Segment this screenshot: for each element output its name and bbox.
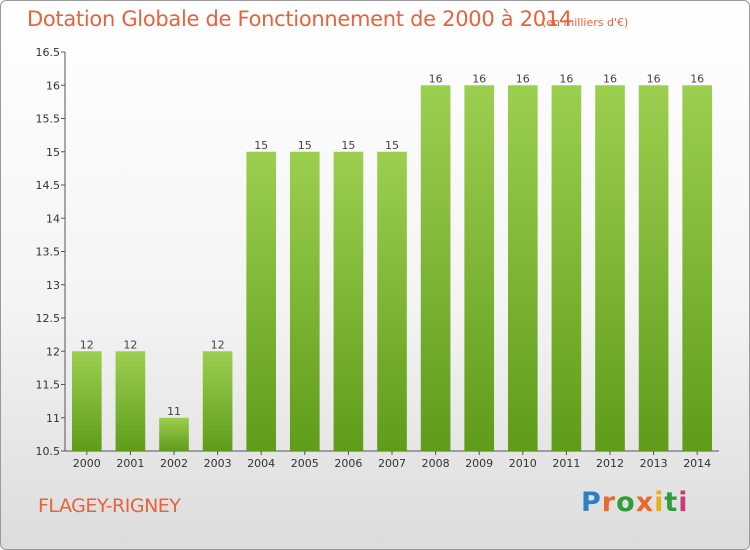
x-tick-label-2006: 2006: [334, 457, 362, 470]
data-label-2009: 16: [472, 72, 486, 85]
bar-2003: [202, 351, 233, 451]
x-tick-label-2012: 2012: [596, 457, 624, 470]
x-tick-label-2000: 2000: [73, 457, 101, 470]
chart-axes: 10.5 11 11.5 12 12.5 13 13.5 14 14.5 15 15.5 16 16.5…: [36, 46, 719, 470]
bar-2004: [246, 151, 277, 451]
bar-2008: [420, 85, 451, 451]
data-label-2006: 15: [341, 139, 355, 152]
bar-2014: [682, 85, 713, 451]
data-label-2013: 16: [647, 72, 661, 85]
data-label-2005: 15: [298, 139, 312, 152]
data-label-2004: 15: [254, 139, 268, 152]
y-tick-label: 14: [46, 212, 60, 225]
y-tick-label: 15.5: [36, 113, 61, 126]
bar-2007: [377, 151, 407, 451]
data-label-2007: 15: [385, 139, 399, 152]
logo-letter: i: [678, 487, 689, 518]
logo-letter: r: [601, 487, 617, 518]
data-label-2001: 12: [123, 338, 137, 351]
x-tick-label-2010: 2010: [509, 457, 537, 470]
logo-letter: i: [654, 487, 665, 518]
data-label-2008: 16: [429, 72, 443, 85]
y-tick-label: 10.5: [36, 445, 61, 458]
bar-series: [71, 85, 713, 451]
bar-2000: [71, 351, 102, 451]
proxiti-logo: Proxiti: [581, 487, 689, 518]
x-tick-label-2002: 2002: [160, 457, 188, 470]
y-tick-label: 11: [46, 412, 60, 425]
logo-letter: o: [616, 487, 636, 518]
x-tick-label-2008: 2008: [422, 457, 450, 470]
bar-2001: [115, 351, 146, 451]
y-tick-label: 12: [46, 345, 60, 358]
data-label-2012: 16: [603, 72, 617, 85]
y-tick-label: 16.5: [36, 46, 61, 59]
bar-2011: [551, 85, 582, 451]
bar-2006: [333, 151, 364, 451]
x-tick-label-2009: 2009: [465, 457, 493, 470]
data-labels: 12 12 11 12 15 15 15 15 16 16 16 16 16 16 16: [80, 72, 704, 418]
bar-2012: [595, 85, 625, 451]
logo-letter: x: [635, 487, 655, 518]
x-tick-label-2004: 2004: [247, 457, 275, 470]
commune-name: FLAGEY-RIGNEY: [38, 495, 181, 517]
x-tick-label-2001: 2001: [116, 457, 144, 470]
y-tick-label: 16: [46, 79, 60, 92]
x-tick-label-2003: 2003: [204, 457, 232, 470]
logo-letter: t: [664, 487, 679, 518]
y-tick-label: 14.5: [36, 179, 61, 192]
chart-title: Dotation Globale de Fonctionnement de 20…: [27, 7, 572, 31]
bar-2002: [159, 417, 189, 451]
logo-letter: P: [581, 487, 602, 518]
chart-subtitle: (en milliers d'€): [542, 16, 629, 29]
y-tick-label: 13: [46, 279, 60, 292]
data-label-2002: 11: [167, 405, 181, 418]
x-tick-label-2007: 2007: [378, 457, 406, 470]
y-tick-label: 11.5: [36, 379, 61, 392]
x-tick-label-2014: 2014: [683, 457, 711, 470]
bar-2013: [638, 85, 669, 451]
data-label-2010: 16: [516, 72, 530, 85]
data-label-2014: 16: [690, 72, 704, 85]
x-tick-label-2011: 2011: [552, 457, 580, 470]
bar-2010: [507, 85, 538, 451]
bar-2005: [289, 151, 320, 451]
data-label-2011: 16: [559, 72, 573, 85]
y-tick-label: 15: [46, 146, 60, 159]
y-tick-label: 12.5: [36, 312, 61, 325]
x-tick-label-2013: 2013: [640, 457, 668, 470]
y-tick-label: 13.5: [36, 246, 61, 259]
bar-2009: [464, 85, 495, 451]
data-label-2000: 12: [80, 338, 94, 351]
x-tick-label-2005: 2005: [291, 457, 319, 470]
data-label-2003: 12: [211, 338, 225, 351]
